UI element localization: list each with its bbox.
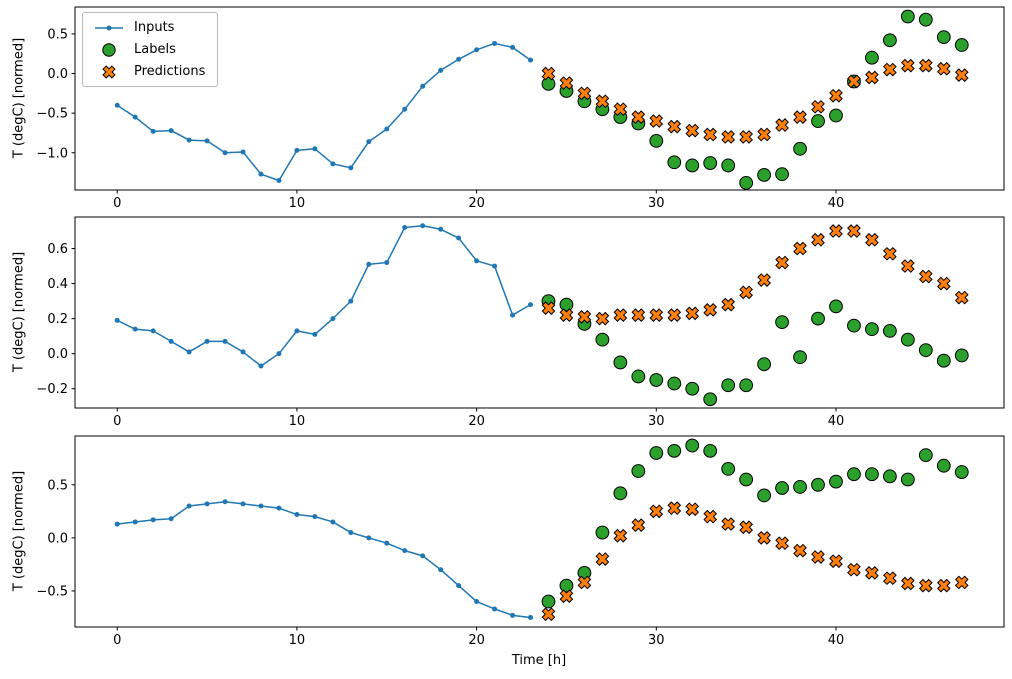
- svg-text:30: 30: [648, 414, 665, 429]
- legend-item-inputs: Inputs: [92, 20, 205, 35]
- svg-text:−0.2: −0.2: [36, 382, 68, 397]
- svg-text:0: 0: [113, 633, 121, 648]
- legend-item-predictions: Predictions: [92, 64, 205, 79]
- svg-text:10: 10: [289, 633, 306, 648]
- y-axis-label-subplot-1: T (degC) [normed]: [11, 37, 27, 159]
- legend-label-inputs: Inputs: [134, 20, 175, 35]
- svg-text:0.6: 0.6: [47, 242, 68, 257]
- legend-label-predictions: Predictions: [134, 64, 206, 79]
- svg-text:30: 30: [648, 633, 665, 648]
- y-axis-label-subplot-3: T (degC) [normed]: [11, 470, 27, 592]
- svg-text:40: 40: [828, 633, 845, 648]
- svg-text:0.4: 0.4: [47, 277, 68, 292]
- svg-text:40: 40: [828, 196, 845, 211]
- svg-text:0.0: 0.0: [47, 531, 68, 546]
- x-axis-label: Time [h]: [511, 653, 567, 668]
- svg-text:0.0: 0.0: [47, 67, 68, 82]
- svg-text:20: 20: [468, 196, 485, 211]
- svg-text:10: 10: [289, 414, 306, 429]
- svg-text:0: 0: [113, 196, 121, 211]
- svg-text:10: 10: [289, 196, 306, 211]
- svg-text:0.2: 0.2: [47, 312, 68, 327]
- y-axis-label-subplot-2: T (degC) [normed]: [11, 251, 27, 373]
- inputs-line-dot-icon: [95, 25, 123, 30]
- legend: Inputs Labels Predictions: [82, 12, 219, 87]
- svg-text:30: 30: [648, 196, 665, 211]
- svg-text:−0.5: −0.5: [36, 107, 68, 122]
- svg-text:0.5: 0.5: [47, 478, 68, 493]
- svg-text:20: 20: [468, 414, 485, 429]
- svg-text:−0.5: −0.5: [36, 584, 68, 599]
- predictions-x-marker-icon: [102, 64, 116, 79]
- svg-text:−1.0: −1.0: [36, 146, 68, 161]
- svg-text:0.5: 0.5: [47, 27, 68, 42]
- svg-text:0: 0: [113, 414, 121, 429]
- svg-text:20: 20: [468, 633, 485, 648]
- legend-label-labels: Labels: [134, 42, 176, 57]
- svg-text:0.0: 0.0: [47, 347, 68, 362]
- svg-text:40: 40: [828, 414, 845, 429]
- labels-circle-icon: [102, 42, 116, 57]
- legend-item-labels: Labels: [92, 42, 205, 57]
